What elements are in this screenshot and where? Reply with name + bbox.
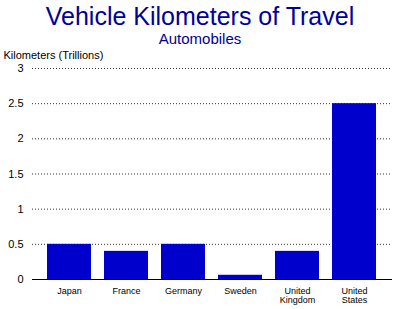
svg-text:Germany: Germany bbox=[165, 286, 203, 296]
svg-text:0: 0 bbox=[17, 273, 23, 285]
svg-text:France: France bbox=[112, 286, 140, 296]
html-text:Vehicle Kilometers of Travel: Vehicle Kilometers of Travel bbox=[45, 2, 355, 30]
svg-text:Kilometers (Trillions): Kilometers (Trillions) bbox=[4, 49, 104, 61]
svg-text:2.5: 2.5 bbox=[8, 97, 23, 109]
svg-text:UnitedKingdom: UnitedKingdom bbox=[280, 286, 316, 305]
svg-text:Sweden: Sweden bbox=[224, 286, 257, 296]
svg-text:Japan: Japan bbox=[57, 286, 82, 296]
svg-text:1.5: 1.5 bbox=[8, 168, 23, 180]
svg-text:1: 1 bbox=[17, 203, 23, 215]
svg-text:2: 2 bbox=[17, 132, 23, 144]
html-text:Automobiles: Automobiles bbox=[158, 30, 242, 47]
svg-text:3: 3 bbox=[17, 62, 23, 74]
svg-text:UnitedStates: UnitedStates bbox=[341, 286, 367, 305]
svg-text:0.5: 0.5 bbox=[8, 238, 23, 250]
